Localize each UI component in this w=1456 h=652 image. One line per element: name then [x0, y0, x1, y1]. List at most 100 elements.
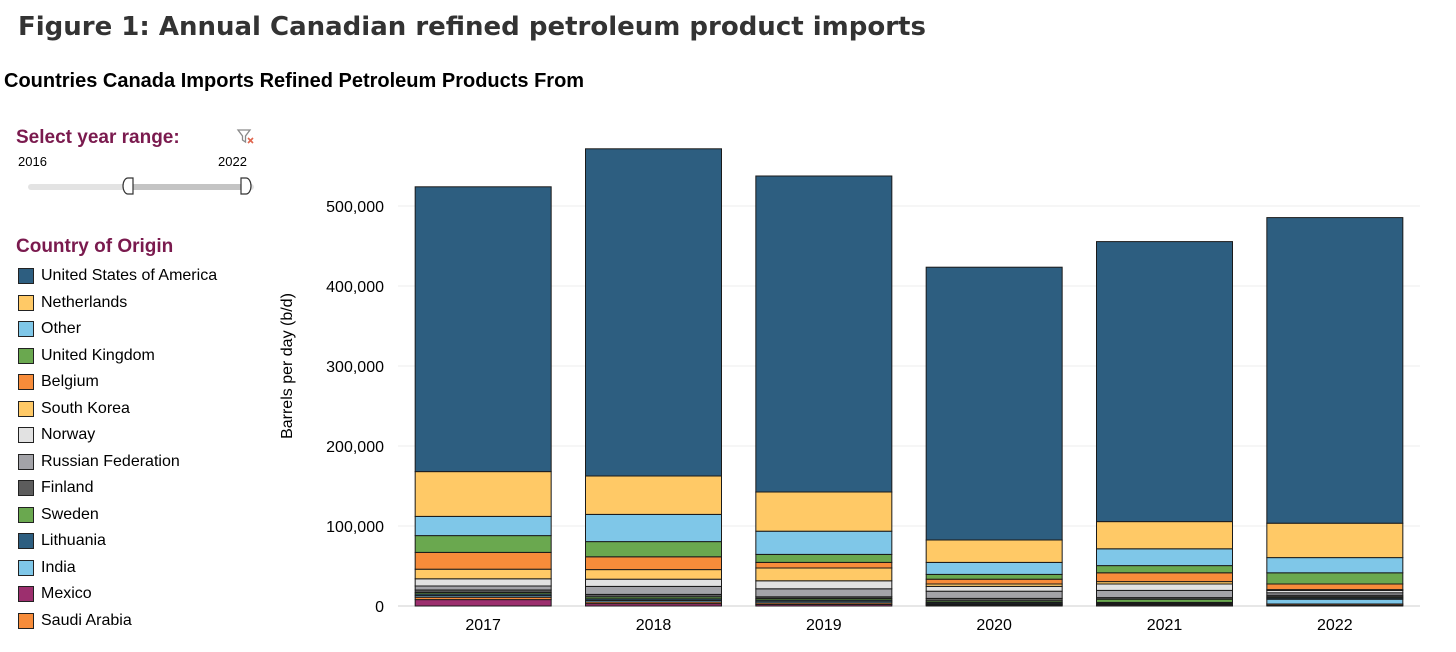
y-axis-ticks: 0 100,000 200,000 300,000 400,000 500,000: [326, 199, 384, 616]
legend-item[interactable]: Sweden: [18, 502, 217, 529]
bar-segment-united-states-of-america[interactable]: [414, 186, 552, 473]
legend-item[interactable]: United States of America: [18, 263, 217, 290]
y-tick-label: 200,000: [326, 439, 384, 456]
bar-segment-other[interactable]: [925, 561, 1063, 575]
legend-item[interactable]: Belgium: [18, 369, 217, 396]
legend-item[interactable]: South Korea: [18, 396, 217, 423]
legend-label: United States of America: [41, 267, 218, 285]
x-tick-label: 2017: [465, 617, 501, 634]
legend-swatch: [18, 533, 34, 550]
legend-swatch: [18, 586, 34, 603]
bar-segment-netherlands[interactable]: [414, 471, 552, 517]
year-slider-start-handle[interactable]: [122, 177, 134, 195]
legend-item[interactable]: United Kingdom: [18, 343, 217, 370]
bar-segment-netherlands[interactable]: [1266, 522, 1404, 559]
bar-segment-united-kingdom[interactable]: [755, 553, 893, 563]
year-slider-end-handle[interactable]: [240, 177, 252, 195]
bars: [414, 148, 1404, 607]
bar-segment-belgium[interactable]: [1096, 572, 1233, 583]
bar-segment-russian-federation[interactable]: [755, 588, 893, 598]
bar-segment-belgium[interactable]: [414, 551, 552, 570]
bar-segment-russian-federation[interactable]: [414, 585, 552, 591]
legend-item[interactable]: Other: [18, 316, 217, 343]
bar-segment-netherlands[interactable]: [755, 491, 893, 532]
bar-segment-other[interactable]: [1266, 557, 1404, 574]
legend-item[interactable]: Saudi Arabia: [18, 608, 217, 635]
legend-title: Country of Origin: [16, 236, 174, 257]
stacked-bar-chart: 0 100,000 200,000 300,000 400,000 500,000 201…: [279, 148, 1420, 634]
x-tick-label: 2018: [636, 617, 672, 634]
legend-label: Russian Federation: [41, 452, 180, 470]
legend-label: Lithuania: [41, 532, 106, 550]
legend-label: Mexico: [41, 585, 92, 603]
bar-segment-united-states-of-america[interactable]: [755, 175, 893, 493]
bar-segment-norway[interactable]: [585, 578, 722, 587]
bar-segment-other[interactable]: [414, 515, 552, 537]
bar-segment-south-korea[interactable]: [414, 568, 552, 580]
bar-segment-belgium[interactable]: [755, 561, 893, 569]
bar-segment-netherlands[interactable]: [1096, 521, 1233, 550]
bar-segment-belgium[interactable]: [925, 578, 1063, 585]
bar-segment-other[interactable]: [755, 530, 893, 555]
bar-segment-united-states-of-america[interactable]: [1266, 217, 1404, 524]
legend-item[interactable]: Mexico: [18, 581, 217, 608]
x-axis-ticks: 2017 2018 2019 2020 2021 2022: [465, 617, 1352, 634]
year-range-min-label: 2016: [18, 154, 47, 169]
chart-title: Countries Canada Imports Refined Petrole…: [4, 70, 585, 92]
figure-title: Figure 1: Annual Canadian refined petrol…: [18, 12, 926, 42]
bar-segment-norway[interactable]: [414, 578, 552, 587]
legend-label: Belgium: [41, 373, 99, 391]
x-tick-label: 2020: [976, 617, 1012, 634]
legend-swatch: [18, 321, 34, 338]
bar-segment-mexico[interactable]: [414, 599, 552, 607]
bar-segment-belgium[interactable]: [1266, 583, 1404, 591]
legend-label: Sweden: [41, 505, 99, 523]
y-tick-label: 400,000: [326, 279, 384, 296]
bar-segment-south-korea[interactable]: [585, 569, 722, 580]
y-tick-label: 0: [375, 599, 384, 616]
legend-swatch: [18, 427, 34, 444]
x-tick-label: 2021: [1147, 617, 1183, 634]
bar-segment-norway[interactable]: [755, 580, 893, 590]
bar-segment-netherlands[interactable]: [925, 539, 1063, 563]
bar-segment-norway[interactable]: [925, 585, 1063, 592]
bar-segment-united-states-of-america[interactable]: [585, 148, 722, 477]
bar-segment-united-kingdom[interactable]: [585, 541, 722, 558]
legend-swatch: [18, 294, 34, 311]
bar-segment-united-states-of-america[interactable]: [1096, 241, 1233, 523]
bar-segment-russian-federation[interactable]: [1096, 589, 1233, 599]
filter-clear-icon[interactable]: [236, 128, 256, 146]
bar-segment-india[interactable]: [1266, 598, 1404, 605]
bar-segment-norway[interactable]: [1096, 583, 1233, 591]
legend-item[interactable]: India: [18, 555, 217, 582]
y-tick-label: 100,000: [326, 519, 384, 536]
legend-swatch: [18, 374, 34, 391]
bar-segment-united-kingdom[interactable]: [414, 535, 552, 553]
bar-segment-united-kingdom[interactable]: [925, 573, 1063, 580]
bar-segment-russian-federation[interactable]: [585, 585, 722, 595]
legend-swatch: [18, 506, 34, 523]
legend-label: South Korea: [41, 399, 130, 417]
legend-item[interactable]: Lithuania: [18, 528, 217, 555]
bar-segment-south-korea[interactable]: [755, 567, 893, 582]
legend-item[interactable]: Russian Federation: [18, 449, 217, 476]
legend-swatch: [18, 400, 34, 417]
legend-swatch: [18, 559, 34, 576]
y-axis-label: Barrels per day (b/d): [279, 293, 296, 439]
bar-segment-netherlands[interactable]: [585, 475, 722, 515]
year-range-filter: Select year range: 2016 2022: [0, 124, 262, 204]
legend-item[interactable]: Finland: [18, 475, 217, 502]
bar-segment-russian-federation[interactable]: [925, 590, 1063, 599]
bar-segment-other[interactable]: [1096, 548, 1233, 567]
legend-swatch: [18, 480, 34, 497]
bar-segment-united-kingdom[interactable]: [1266, 572, 1404, 585]
legend-swatch: [18, 453, 34, 470]
year-range-max-label: 2022: [218, 154, 247, 169]
legend-item[interactable]: Netherlands: [18, 290, 217, 317]
bar-segment-belgium[interactable]: [585, 556, 722, 571]
bar-segment-united-kingdom[interactable]: [1096, 565, 1233, 574]
bar-segment-other[interactable]: [585, 513, 722, 543]
bar-segment-united-states-of-america[interactable]: [925, 266, 1063, 541]
legend-item[interactable]: Norway: [18, 422, 217, 449]
legend-label: India: [41, 558, 76, 576]
